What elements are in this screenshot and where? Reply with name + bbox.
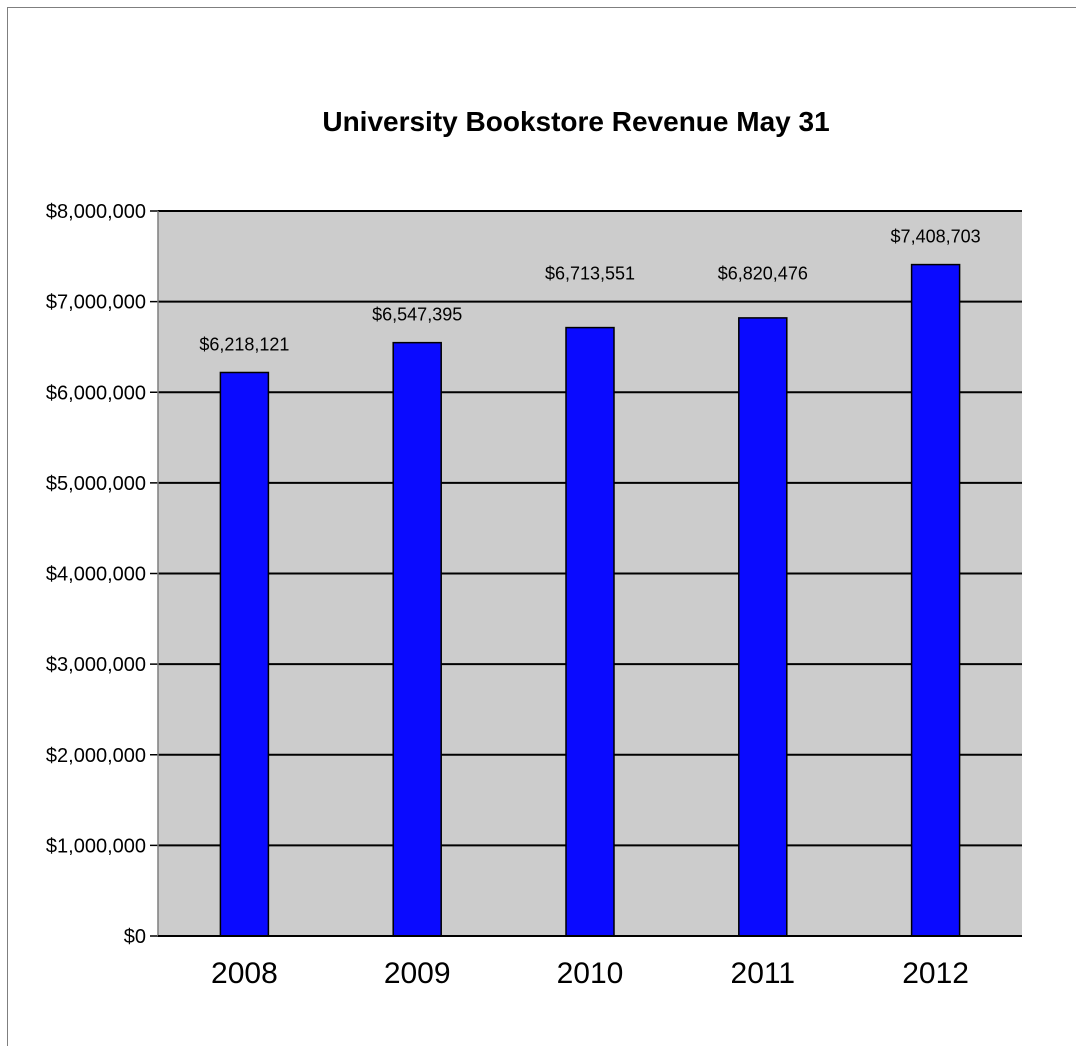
- bar-2010: [565, 326, 615, 937]
- data-label: $7,408,703: [891, 227, 981, 247]
- y-tick-labels: $0 $1,000,000 $2,000,000 $3,000,000 $4,000,0…: [46, 201, 146, 948]
- data-labels: $6,218,121 $6,547,395 $6,713,551 $6,820,476…: [199, 227, 980, 355]
- y-tick-label: $0: [124, 926, 146, 948]
- x-tick-label: 2008: [211, 957, 278, 990]
- x-tick-labels: 2008 2009 2010 2011 2012: [211, 957, 969, 990]
- y-tick-label: $8,000,000: [46, 201, 146, 223]
- chart-frame: [7, 7, 1076, 1046]
- x-tick-label: 2012: [902, 957, 969, 990]
- y-tick-label: $1,000,000: [46, 835, 146, 857]
- axes: [150, 210, 1022, 937]
- y-tick-label: $6,000,000: [46, 382, 146, 404]
- x-tick-label: 2010: [557, 957, 624, 990]
- bar-2009: [392, 341, 442, 937]
- y-tick-label: $3,000,000: [46, 654, 146, 676]
- y-tick-label: $7,000,000: [46, 292, 146, 314]
- y-tick-label: $2,000,000: [46, 745, 146, 767]
- chart-title: University Bookstore Revenue May 31: [322, 106, 830, 137]
- y-tick-label: $4,000,000: [46, 564, 146, 586]
- x-tick-label: 2009: [384, 957, 451, 990]
- data-label: $6,713,551: [545, 264, 635, 284]
- data-label: $6,547,395: [372, 305, 462, 325]
- y-tick-label: $5,000,000: [46, 473, 146, 495]
- bar-2008: [219, 371, 270, 937]
- data-label: $6,218,121: [199, 334, 289, 354]
- bar-2012: [910, 263, 961, 937]
- bar-2011: [738, 317, 788, 937]
- bars: [219, 263, 961, 937]
- data-label: $6,820,476: [718, 264, 808, 284]
- x-tick-label: 2011: [731, 957, 796, 990]
